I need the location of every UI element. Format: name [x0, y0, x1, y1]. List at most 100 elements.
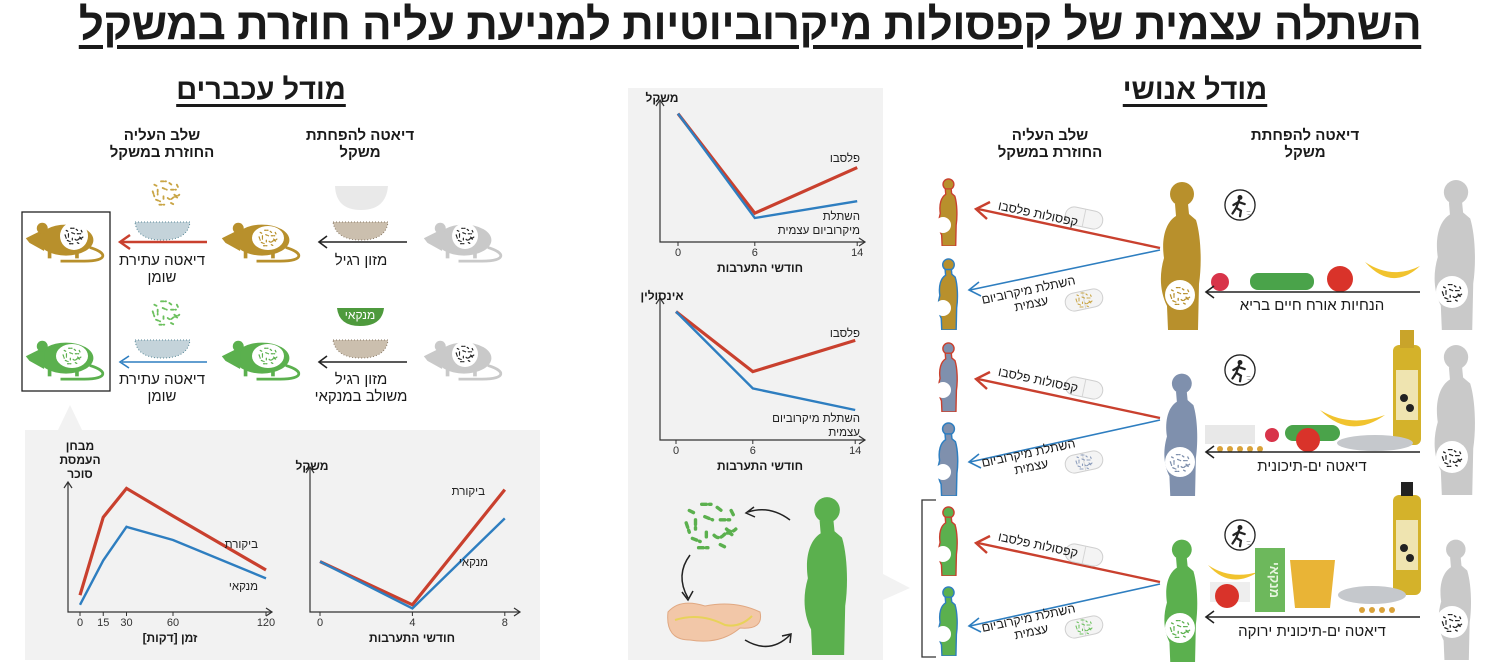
human-row1-diet-label: הנחיות אורח חיים בריא	[1239, 297, 1385, 314]
gut-microbiome-icon	[452, 341, 478, 367]
mouse-row-mankai	[118, 300, 503, 381]
amft-arrow	[969, 419, 1161, 463]
chart-mouse-weight-tick-label: 8	[502, 617, 508, 629]
chart-human-weight-series-label: השתלת מיקרוביום עצמית	[778, 210, 860, 237]
empty-bowl-icon	[335, 186, 388, 210]
high-fat-food-bowl-icon	[134, 221, 191, 241]
arrowhead-icon	[118, 355, 130, 369]
human-col-diet-header: דיאטה להפחתת משקל	[1250, 127, 1360, 162]
radish-icon	[1211, 273, 1229, 291]
chart-glucose-tick-label: 15	[97, 617, 109, 629]
banana-icon	[1208, 565, 1258, 580]
arrowhead-icon	[1204, 285, 1215, 299]
mouse-row2-regain-label: דיאטה עתירת שומן	[118, 371, 206, 406]
chart-glucose-tick-label: 0	[77, 617, 83, 629]
chart-glucose-xlabel: זמן [דקות]	[142, 631, 198, 645]
chart-glucose-y-arrow	[63, 480, 73, 489]
chart-mouse-weight-ylabel: משקל	[295, 459, 329, 473]
chart-insulin-axes	[659, 298, 865, 441]
arrowhead-icon	[117, 234, 131, 250]
chart-human-weight-ylabel: משקל	[645, 91, 679, 105]
chart-insulin-series-label: פלסבו	[830, 327, 860, 340]
cucumber-icon	[1250, 273, 1314, 290]
chart-human-weight-series-label: פלסבו	[830, 152, 860, 165]
chart-human-weight-tick-label: 0	[675, 247, 681, 259]
arrowhead-icon	[1204, 445, 1215, 459]
chart-insulin-tick-label: 14	[849, 445, 861, 457]
mankai-cup-label: מנקאי	[1267, 562, 1282, 598]
chart-glucose-ylabel: מבחן העמסת סוכר	[59, 439, 101, 481]
chart-mouse-weight-axes	[309, 467, 520, 613]
placebo-arrow	[977, 377, 1161, 420]
chart-glucose-axes	[67, 482, 272, 613]
chart-glucose-x-arrow	[265, 607, 274, 617]
mouse-row2-diet-label: מזון רגיל משולב במנקאי	[314, 371, 408, 406]
fish-icon	[1338, 586, 1406, 604]
chart-mouse-weight-series-label: מנקאי	[459, 557, 488, 569]
bracket	[921, 499, 936, 658]
gut-microbiome-icon	[452, 223, 478, 249]
banana-icon	[1320, 410, 1385, 427]
chart-mouse-weight-tick-label: 4	[409, 617, 415, 629]
chart-mouse-weight-tick-label: 0	[317, 617, 323, 629]
chart-mouse-weight-series-label: ביקורת	[452, 486, 486, 498]
chart-insulin-x-arrow	[858, 435, 867, 445]
human-row-mediterranean	[935, 330, 1475, 496]
cycle-arrow	[681, 554, 691, 599]
high-fat-food-bowl-icon	[134, 339, 191, 359]
chart-mouse-weight-series-red-line	[319, 488, 507, 607]
tomato-icon	[1327, 266, 1353, 292]
mouse-col-diet-header: דיאטה להפחתת משקל	[305, 127, 415, 162]
green-tea-icon	[1290, 560, 1335, 608]
arrowhead-icon	[1204, 610, 1215, 624]
chart-insulin-series-label: השתלת מיקרוביום עצמית	[772, 412, 860, 439]
chart-glucose-series-label: מנקאי	[229, 581, 258, 593]
mankai-bowl-icon	[337, 308, 384, 326]
mouse-row-regular	[117, 180, 503, 263]
chart-insulin-tick-label: 6	[750, 445, 756, 457]
panel-pointer	[58, 405, 82, 430]
banana-icon	[1365, 262, 1420, 279]
nuts-icon	[1359, 607, 1395, 613]
chart-mouse-weight-xlabel: חודשי התערבות	[369, 631, 455, 645]
mankai-bowl-label: מנקאי	[344, 308, 376, 322]
chart-mouse-weight-series-blue-line	[319, 517, 506, 610]
human-model-heading: מודל אנושי	[1122, 74, 1268, 106]
chart-glucose-tick-label: 30	[120, 617, 132, 629]
mouse-row1-diet-label: מזון רגיל	[334, 252, 388, 269]
regular-food-bowl-icon	[332, 339, 389, 359]
regular-food-bowl-icon	[332, 221, 389, 241]
chart-insulin-y-arrow	[655, 296, 665, 305]
chart-glucose-tick-label: 60	[167, 617, 179, 629]
cycle-arrow	[744, 634, 791, 648]
chart-human-weight-tick-label: 14	[851, 247, 863, 259]
chart-human-weight-axes	[659, 100, 865, 243]
human-row-healthy-lifestyle	[935, 178, 1475, 330]
arrowhead-icon	[317, 235, 328, 249]
chart-human-weight-tick-label: 6	[752, 247, 758, 259]
human-row3-diet-label: דיאטה ים-תיכונית ירוקה	[1238, 623, 1386, 640]
mouse-results-panel	[25, 430, 540, 660]
mankai-shake-cup-icon	[1255, 548, 1285, 612]
amft-arrow	[969, 583, 1161, 627]
cycle-arrow	[747, 509, 791, 521]
tomato-icon	[1215, 584, 1239, 608]
pancreas-icon	[667, 602, 762, 642]
mouse-model-heading: מודל עכברים	[176, 74, 346, 106]
chart-glucose-series-red-line	[78, 486, 267, 596]
chart-human-weight-series-blue-line	[677, 112, 858, 220]
human-col-regain-header: שלב העליה החוזרת במשקל	[997, 127, 1103, 162]
human-row2-diet-label: דיאטה ים-תיכונית	[1257, 458, 1367, 475]
mouse-col-regain-header: שלב העליה החוזרת במשקל	[109, 127, 215, 162]
panel-pointer	[883, 574, 910, 600]
amft-arrow	[969, 249, 1161, 291]
page-title: השתלה עצמית של קפסולות מיקרוביוטיות למני…	[78, 0, 1422, 49]
nuts-icon	[1217, 446, 1263, 452]
chart-human-weight-y-arrow	[655, 98, 665, 107]
human-row-green-mediterranean: מנקאי	[883, 482, 1472, 662]
arrowhead-icon	[317, 355, 328, 369]
placebo-arrow	[977, 541, 1161, 584]
